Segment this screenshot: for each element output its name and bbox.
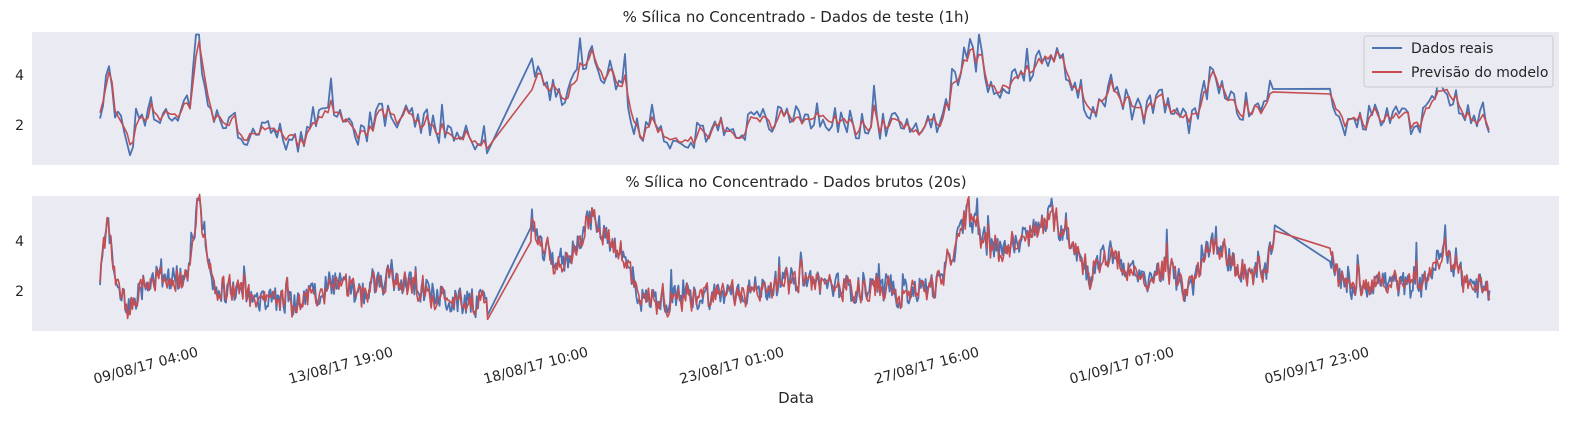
y-tick-label: 4 bbox=[15, 68, 24, 84]
x-tick-label: 23/08/17 01:00 bbox=[678, 344, 786, 387]
x-tick-labels: 09/08/17 04:00 13/08/17 19:00 18/08/17 10:… bbox=[92, 344, 1371, 387]
legend-box bbox=[1363, 35, 1554, 88]
plot-area-raw bbox=[32, 196, 1559, 331]
series-line-previsao bbox=[99, 193, 1491, 321]
y-tick-label: 4 bbox=[15, 234, 24, 250]
x-axis-label: Data bbox=[778, 389, 814, 407]
plot-area-test bbox=[32, 32, 1559, 165]
x-tick-label: 05/09/17 23:00 bbox=[1263, 344, 1371, 387]
panel-test: % Sílica no Concentrado - Dados de teste… bbox=[15, 8, 1559, 165]
chart-title-raw: % Sílica no Concentrado - Dados brutos (… bbox=[625, 173, 966, 191]
series-group-test bbox=[99, 33, 1490, 157]
series-line-previsao bbox=[99, 40, 1490, 150]
panel-raw: % Sílica no Concentrado - Dados brutos (… bbox=[15, 173, 1559, 407]
y-tick-label: 2 bbox=[15, 284, 24, 300]
x-tick-label: 13/08/17 19:00 bbox=[287, 344, 395, 387]
series-group-raw bbox=[99, 193, 1491, 321]
y-tick-label: 2 bbox=[15, 118, 24, 134]
chart-title-test: % Sílica no Concentrado - Dados de teste… bbox=[623, 8, 970, 26]
legend-label-dados-reais: Dados reais bbox=[1411, 41, 1493, 57]
x-tick-label: 09/08/17 04:00 bbox=[92, 344, 200, 387]
x-tick-label: 27/08/17 16:00 bbox=[873, 344, 981, 387]
x-tick-label: 18/08/17 10:00 bbox=[482, 344, 590, 387]
legend-label-previsao: Previsão do modelo bbox=[1411, 65, 1548, 81]
x-tick-label: 01/09/17 07:00 bbox=[1068, 344, 1176, 387]
legend: Dados reais Previsão do modelo bbox=[1363, 35, 1554, 88]
